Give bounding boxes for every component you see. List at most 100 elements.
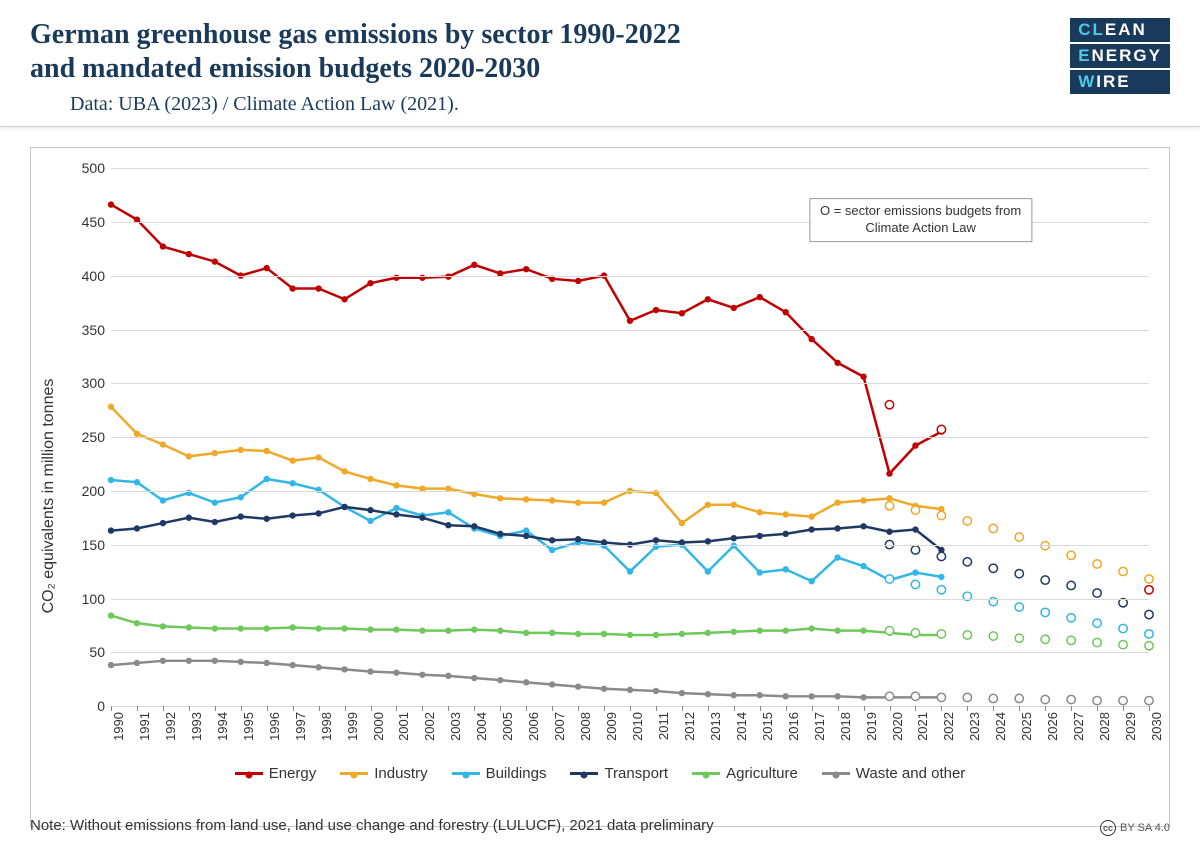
series-marker: [419, 515, 425, 521]
series-marker: [808, 578, 814, 584]
series-marker: [186, 658, 192, 664]
series-marker: [264, 626, 270, 632]
series-marker: [160, 658, 166, 664]
budget-marker: [1041, 576, 1049, 584]
x-tick-label: 2019: [864, 712, 879, 741]
series-marker: [783, 511, 789, 517]
x-tick-mark: [941, 706, 942, 711]
series-marker: [264, 516, 270, 522]
series-marker: [134, 479, 140, 485]
x-tick-mark: [189, 706, 190, 711]
series-marker: [523, 679, 529, 685]
budget-marker: [885, 575, 893, 583]
series-marker: [134, 620, 140, 626]
y-tick-label: 200: [82, 483, 105, 499]
series-marker: [367, 669, 373, 675]
series-marker: [264, 265, 270, 271]
x-tick-mark: [241, 706, 242, 711]
series-marker: [705, 502, 711, 508]
series-marker: [860, 694, 866, 700]
series-marker: [679, 310, 685, 316]
budget-marker: [989, 632, 997, 640]
budget-marker: [1015, 634, 1023, 642]
y-tick-label: 150: [82, 537, 105, 553]
series-marker: [679, 690, 685, 696]
x-tick-mark: [890, 706, 891, 711]
x-tick-mark: [604, 706, 605, 711]
series-marker: [238, 514, 244, 520]
series-marker: [108, 528, 114, 534]
budget-marker: [1119, 697, 1127, 705]
budget-marker: [1041, 608, 1049, 616]
x-tick-label: 2016: [786, 712, 801, 741]
series-marker: [575, 536, 581, 542]
budget-marker: [911, 580, 919, 588]
x-tick-label: 2026: [1045, 712, 1060, 741]
x-tick-mark: [371, 706, 372, 711]
series-marker: [731, 629, 737, 635]
series-marker: [731, 535, 737, 541]
x-tick-mark: [812, 706, 813, 711]
series-marker: [264, 448, 270, 454]
series-marker: [549, 630, 555, 636]
series-marker: [315, 454, 321, 460]
x-tick-mark: [786, 706, 787, 711]
series-marker: [393, 505, 399, 511]
x-tick-label: 2001: [396, 712, 411, 741]
budget-marker: [1067, 614, 1075, 622]
budget-marker: [1015, 694, 1023, 702]
series-line-waste-and-other: [111, 661, 941, 698]
y-tick-label: 350: [82, 322, 105, 338]
budget-marker: [911, 546, 919, 554]
x-tick-label: 2008: [578, 712, 593, 741]
series-marker: [186, 251, 192, 257]
series-marker: [783, 531, 789, 537]
series-marker: [160, 442, 166, 448]
series-marker: [834, 628, 840, 634]
series-marker: [367, 476, 373, 482]
gridline: [111, 383, 1149, 384]
series-marker: [757, 533, 763, 539]
series-marker: [523, 533, 529, 539]
series-marker: [264, 660, 270, 666]
series-marker: [212, 500, 218, 506]
x-tick-mark: [760, 706, 761, 711]
series-marker: [783, 309, 789, 315]
budget-marker: [937, 425, 945, 433]
x-tick-mark: [474, 706, 475, 711]
gridline: [111, 545, 1149, 546]
series-marker: [393, 670, 399, 676]
series-marker: [549, 497, 555, 503]
x-tick-mark: [163, 706, 164, 711]
legend-item-waste-and-other: Waste and other: [822, 765, 966, 782]
legend-swatch: [570, 772, 598, 775]
series-marker: [134, 431, 140, 437]
budget-marker: [1015, 603, 1023, 611]
series-line-energy: [111, 205, 941, 474]
series-marker: [238, 447, 244, 453]
series-marker: [679, 520, 685, 526]
y-tick-label: 50: [89, 644, 105, 660]
logo-row: CLEAN: [1070, 18, 1170, 42]
series-marker: [912, 527, 918, 533]
series-marker: [471, 627, 477, 633]
series-marker: [860, 523, 866, 529]
x-tick-mark: [500, 706, 501, 711]
budget-marker: [1015, 533, 1023, 541]
series-marker: [834, 693, 840, 699]
series-marker: [134, 660, 140, 666]
series-marker: [445, 673, 451, 679]
series-marker: [445, 522, 451, 528]
budget-marker: [1041, 542, 1049, 550]
series-marker: [783, 628, 789, 634]
legend-swatch: [822, 772, 850, 775]
title-line-2: and mandated emission budgets 2020-2030: [30, 53, 540, 84]
x-tick-label: 2013: [708, 712, 723, 741]
x-tick-mark: [1123, 706, 1124, 711]
series-marker: [705, 296, 711, 302]
gridline: [111, 168, 1149, 169]
budget-marker: [989, 564, 997, 572]
legend-label: Buildings: [486, 765, 547, 782]
series-marker: [108, 202, 114, 208]
series-marker: [341, 666, 347, 672]
